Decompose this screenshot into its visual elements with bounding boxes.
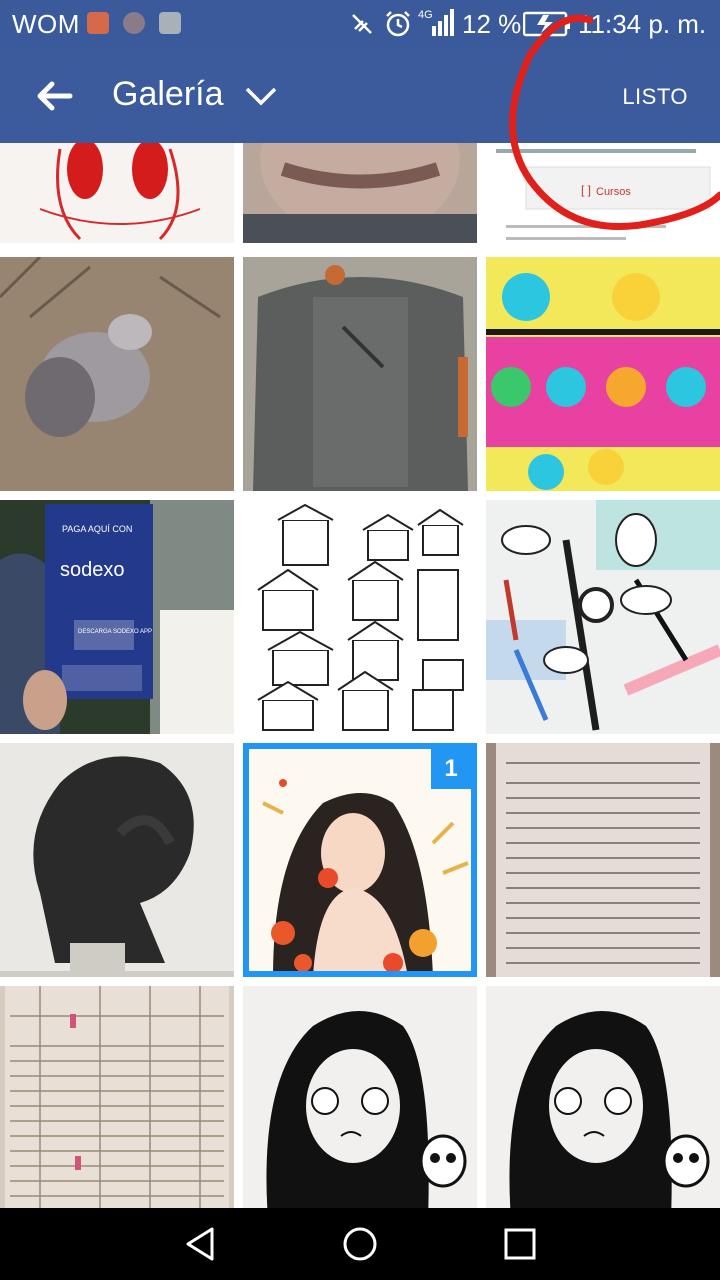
status-bar: WOM 4G 12 % 11:34 p. m. (0, 0, 720, 48)
triangle-back-icon[interactable] (180, 1224, 220, 1264)
gallery-thumbnail[interactable] (0, 257, 234, 491)
gallery-thumbnail[interactable] (486, 743, 720, 977)
svg-text:DESCARGA SODEXO APP: DESCARGA SODEXO APP (78, 629, 152, 635)
gallery-thumbnail[interactable] (243, 143, 477, 243)
square-recents-icon[interactable] (500, 1224, 540, 1264)
svg-text:4G: 4G (418, 9, 433, 21)
carrier-label: WOM (12, 9, 80, 39)
svg-text:[ ]: [ ] (581, 183, 591, 197)
vibrate-off-icon (352, 14, 372, 34)
gallery-thumbnail[interactable]: PAGA AQUÍ CON sodexo DESCARGA SODEXO APP (0, 500, 234, 734)
circle-home-icon[interactable] (340, 1224, 380, 1264)
clock: 11:34 p. m. (578, 9, 707, 39)
notification-app-icon (87, 12, 109, 34)
notification-image-icon (159, 12, 181, 34)
chevron-down-icon[interactable] (244, 85, 278, 109)
gallery-thumbnail-selected[interactable]: 1 (243, 743, 477, 977)
gallery-thumbnail[interactable] (486, 500, 720, 734)
notification-avatar-icon (123, 12, 145, 34)
gallery-thumbnail[interactable] (486, 257, 720, 491)
svg-text:Cursos: Cursos (596, 186, 631, 198)
battery-charging-icon (523, 11, 570, 37)
gallery-thumbnail[interactable] (0, 986, 234, 1208)
alarm-icon (386, 11, 410, 37)
app-bar: Galería LISTO (0, 48, 720, 143)
selection-count-badge: 1 (431, 749, 471, 789)
svg-text:PAGA AQUÍ CON: PAGA AQUÍ CON (62, 524, 132, 534)
battery-percent: 12 % (462, 9, 522, 39)
navigation-bar (0, 1208, 720, 1280)
done-button[interactable]: LISTO (622, 84, 688, 109)
photo-grid: [ ] Cursos (0, 143, 720, 1208)
gallery-thumbnail[interactable] (243, 986, 477, 1208)
gallery-thumbnail[interactable] (0, 743, 234, 977)
gallery-thumbnail[interactable]: [ ] Cursos (486, 143, 720, 243)
gallery-thumbnail[interactable] (243, 500, 477, 734)
gallery-thumbnail[interactable] (486, 986, 720, 1208)
signal-icon: 4G (418, 9, 454, 36)
page-title[interactable]: Galería (112, 75, 224, 113)
svg-text:sodexo: sodexo (60, 559, 125, 581)
back-button[interactable] (30, 72, 78, 120)
gallery-thumbnail[interactable] (0, 143, 234, 243)
gallery-thumbnail[interactable] (243, 257, 477, 491)
